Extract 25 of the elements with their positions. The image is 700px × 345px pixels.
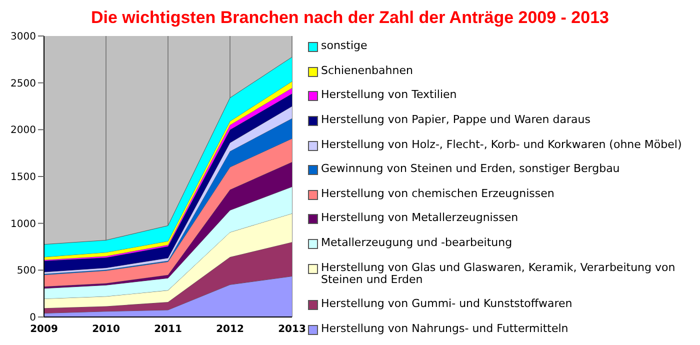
x-tick-label: 2011	[154, 324, 182, 336]
text: Die wichtigsten Branchen nach der Zahl der Anträge 2009 - 2013	[90, 8, 610, 29]
x-tick-label: 2009	[30, 324, 58, 336]
legend-label: Herstellung von Textilien	[321, 88, 457, 102]
legend-label: Herstellung von Holz-, Flecht-, Korb- und Korkwaren (ohne Möbel)	[321, 138, 682, 150]
y-tick-label: 500	[16, 266, 36, 277]
legend-label: Metallerzeugung und -bearbeitung	[321, 236, 512, 249]
y-tick-label: 1000	[10, 218, 36, 230]
legend-label: Schienenbahnen	[321, 64, 413, 77]
y-tick-label: 1500	[10, 172, 36, 184]
y-tick-label: 2000	[10, 125, 36, 136]
legend-label: Herstellung von Gummi- und Kunststoffwaren	[321, 297, 572, 310]
legend-label: Herstellung von Metallerzeugnissen	[321, 211, 518, 224]
legend-label: sonstige	[321, 39, 368, 52]
legend-label: Gewinnung von Steinen und Erden, sonstiger Bergbau	[321, 162, 620, 176]
y-tick-label: 3000	[10, 32, 36, 43]
legend-label: Herstellung von Nahrungs- und Futtermitteln	[321, 322, 568, 335]
y-tick-label: 2500	[10, 78, 36, 90]
y-tick-label: 0	[30, 312, 36, 324]
legend-label: Herstellung von Glas und Glaswaren, Keramik, Verarbeitung von Steinen und Erden	[321, 260, 676, 286]
legend-label: Herstellung von Papier, Pappe und Waren daraus	[321, 112, 590, 126]
legend-label: Herstellung von chemischen Erzeugnissen	[321, 186, 554, 200]
x-tick-label: 2012	[216, 324, 244, 336]
x-tick-label: 2010	[92, 324, 120, 336]
x-tick-label: 2013	[278, 324, 306, 336]
